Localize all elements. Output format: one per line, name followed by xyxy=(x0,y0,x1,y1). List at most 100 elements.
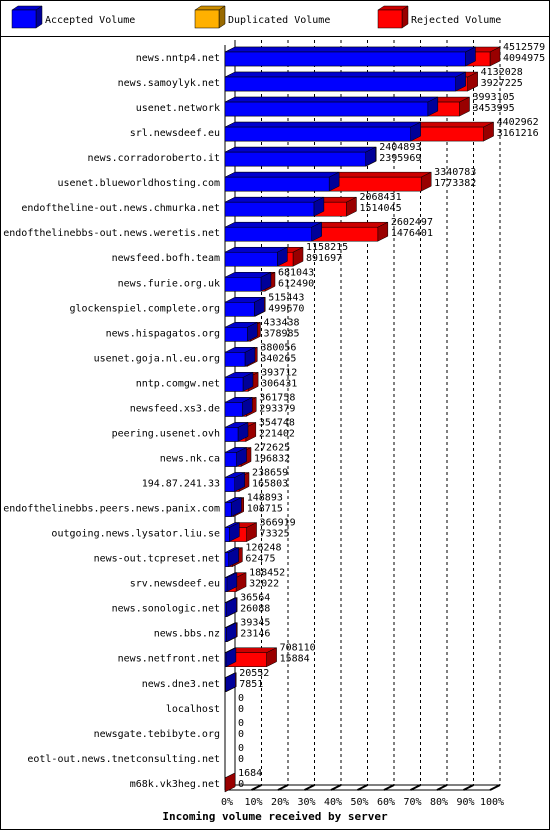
y-tick-label: news.nntp4.net xyxy=(136,53,220,64)
bar xyxy=(224,71,466,92)
bar-front xyxy=(224,201,315,217)
value-label: 3993105 xyxy=(472,92,514,103)
bar-front xyxy=(224,251,278,267)
value-label: 708110 xyxy=(280,643,316,654)
legend-label: Accepted Volume xyxy=(45,15,135,26)
value-label: 15884 xyxy=(280,654,310,665)
legend-label: Duplicated Volume xyxy=(228,15,330,26)
value-label: 380056 xyxy=(260,342,296,353)
bar xyxy=(224,121,421,142)
value-label: 681043 xyxy=(278,267,314,278)
bar-top xyxy=(224,246,288,253)
bar-top xyxy=(224,146,376,153)
bar xyxy=(224,472,245,492)
value-label: 1773382 xyxy=(434,178,476,189)
value-label: 108715 xyxy=(247,504,283,515)
value-label: 293379 xyxy=(259,403,295,414)
bar-top xyxy=(224,46,476,53)
value-label: 165803 xyxy=(252,479,288,490)
value-label: 515443 xyxy=(268,292,304,303)
value-label: 2068431 xyxy=(359,192,401,203)
value-label: 306431 xyxy=(261,378,297,389)
value-label: 73325 xyxy=(260,529,290,540)
value-label: 3927225 xyxy=(481,78,523,89)
bar-front xyxy=(224,527,230,542)
y-tick-label: peering.usenet.ovh xyxy=(112,428,220,439)
bar-top xyxy=(224,196,325,203)
bar-front xyxy=(224,126,411,142)
y-tick-label: news.furie.org.uk xyxy=(118,278,220,289)
bar xyxy=(224,296,265,317)
value-label: 4402962 xyxy=(497,117,539,128)
bar-top xyxy=(224,96,438,103)
y-tick-label: news.hispagatos.org xyxy=(106,328,220,339)
y-tick-label: srl.newsdeef.eu xyxy=(130,128,220,139)
value-label: 26088 xyxy=(240,604,270,615)
bar-front xyxy=(224,302,255,317)
y-tick-label: eotl-out.news.tnetconsulting.net xyxy=(27,754,220,765)
tick-mark xyxy=(304,784,315,791)
x-axis-title: Incoming volume received by server xyxy=(162,810,388,823)
bar xyxy=(224,622,237,643)
value-label: 272625 xyxy=(254,442,290,453)
bar-front xyxy=(224,327,248,342)
tick-mark xyxy=(463,784,474,791)
value-label: 20552 xyxy=(239,668,269,679)
x-tick-label: 50% xyxy=(350,797,368,808)
value-label: 23146 xyxy=(240,629,270,640)
bar xyxy=(224,271,272,292)
y-tick-label: news.nk.ca xyxy=(160,453,220,464)
bar-front xyxy=(224,101,429,117)
value-label: 393712 xyxy=(261,367,297,378)
bar-front xyxy=(224,51,466,67)
bar xyxy=(224,246,288,267)
y-tick-label: news.bbs.nz xyxy=(154,629,220,640)
tick-mark xyxy=(383,784,395,791)
y-tick-label: news.corradoroberto.it xyxy=(88,153,220,164)
bar-front xyxy=(224,352,246,367)
bar xyxy=(224,647,237,668)
y-tick-label: outgoing.news.lysator.liu.se xyxy=(51,529,220,540)
value-label: 148893 xyxy=(247,493,283,504)
y-tick-label: srv.newsdeef.eu xyxy=(130,579,220,590)
legend-swatch xyxy=(377,9,403,29)
bar xyxy=(224,572,238,593)
value-label: 2602497 xyxy=(391,217,433,228)
tick-mark xyxy=(330,784,342,791)
bar-top xyxy=(224,171,340,178)
bar-front xyxy=(224,76,456,92)
y-tick-label: news-out.tcpreset.net xyxy=(94,554,220,565)
x-tick-label: 90% xyxy=(456,797,474,808)
value-label: 0 xyxy=(238,743,244,754)
value-label: 433438 xyxy=(263,317,299,328)
value-label: 32022 xyxy=(249,579,279,590)
y-tick-label: usenet.goja.nl.eu.org xyxy=(94,353,220,364)
bar-front xyxy=(224,502,232,517)
bar xyxy=(224,447,247,467)
y-tick-label: nntp.comgw.net xyxy=(136,378,220,389)
bar-front xyxy=(224,602,227,617)
legend-swatch-side xyxy=(35,5,43,29)
value-label: 126248 xyxy=(245,543,281,554)
x-tick-label: 80% xyxy=(430,797,448,808)
bar-top xyxy=(224,121,421,128)
legend-swatch-side xyxy=(218,5,226,29)
x-tick-label: 20% xyxy=(271,797,289,808)
bar-front xyxy=(224,377,244,392)
value-label: 612490 xyxy=(278,278,314,289)
value-label: 0 xyxy=(238,754,244,765)
y-tick-label: localhost xyxy=(166,704,220,715)
value-label: 7851 xyxy=(239,679,263,690)
x-tick-label: 30% xyxy=(297,797,315,808)
bar-front xyxy=(224,477,235,492)
value-label: 4132028 xyxy=(481,67,523,78)
value-label: 354748 xyxy=(259,417,295,428)
x-tick-label: 40% xyxy=(324,797,342,808)
value-label: 0 xyxy=(238,718,244,729)
value-label: 361758 xyxy=(259,392,295,403)
value-label: 188452 xyxy=(249,568,285,579)
y-tick-label: news.netfront.net xyxy=(118,654,220,665)
legend-swatch-side xyxy=(401,5,409,29)
bar-front xyxy=(224,226,312,242)
